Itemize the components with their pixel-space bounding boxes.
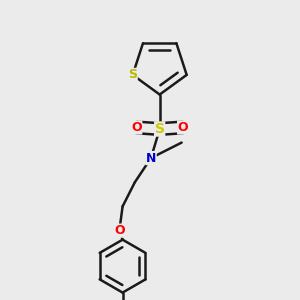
Text: O: O	[131, 121, 142, 134]
Text: S: S	[128, 68, 137, 81]
Text: N: N	[146, 152, 156, 165]
Text: O: O	[114, 224, 125, 237]
Text: O: O	[178, 121, 188, 134]
Text: S: S	[155, 122, 165, 136]
